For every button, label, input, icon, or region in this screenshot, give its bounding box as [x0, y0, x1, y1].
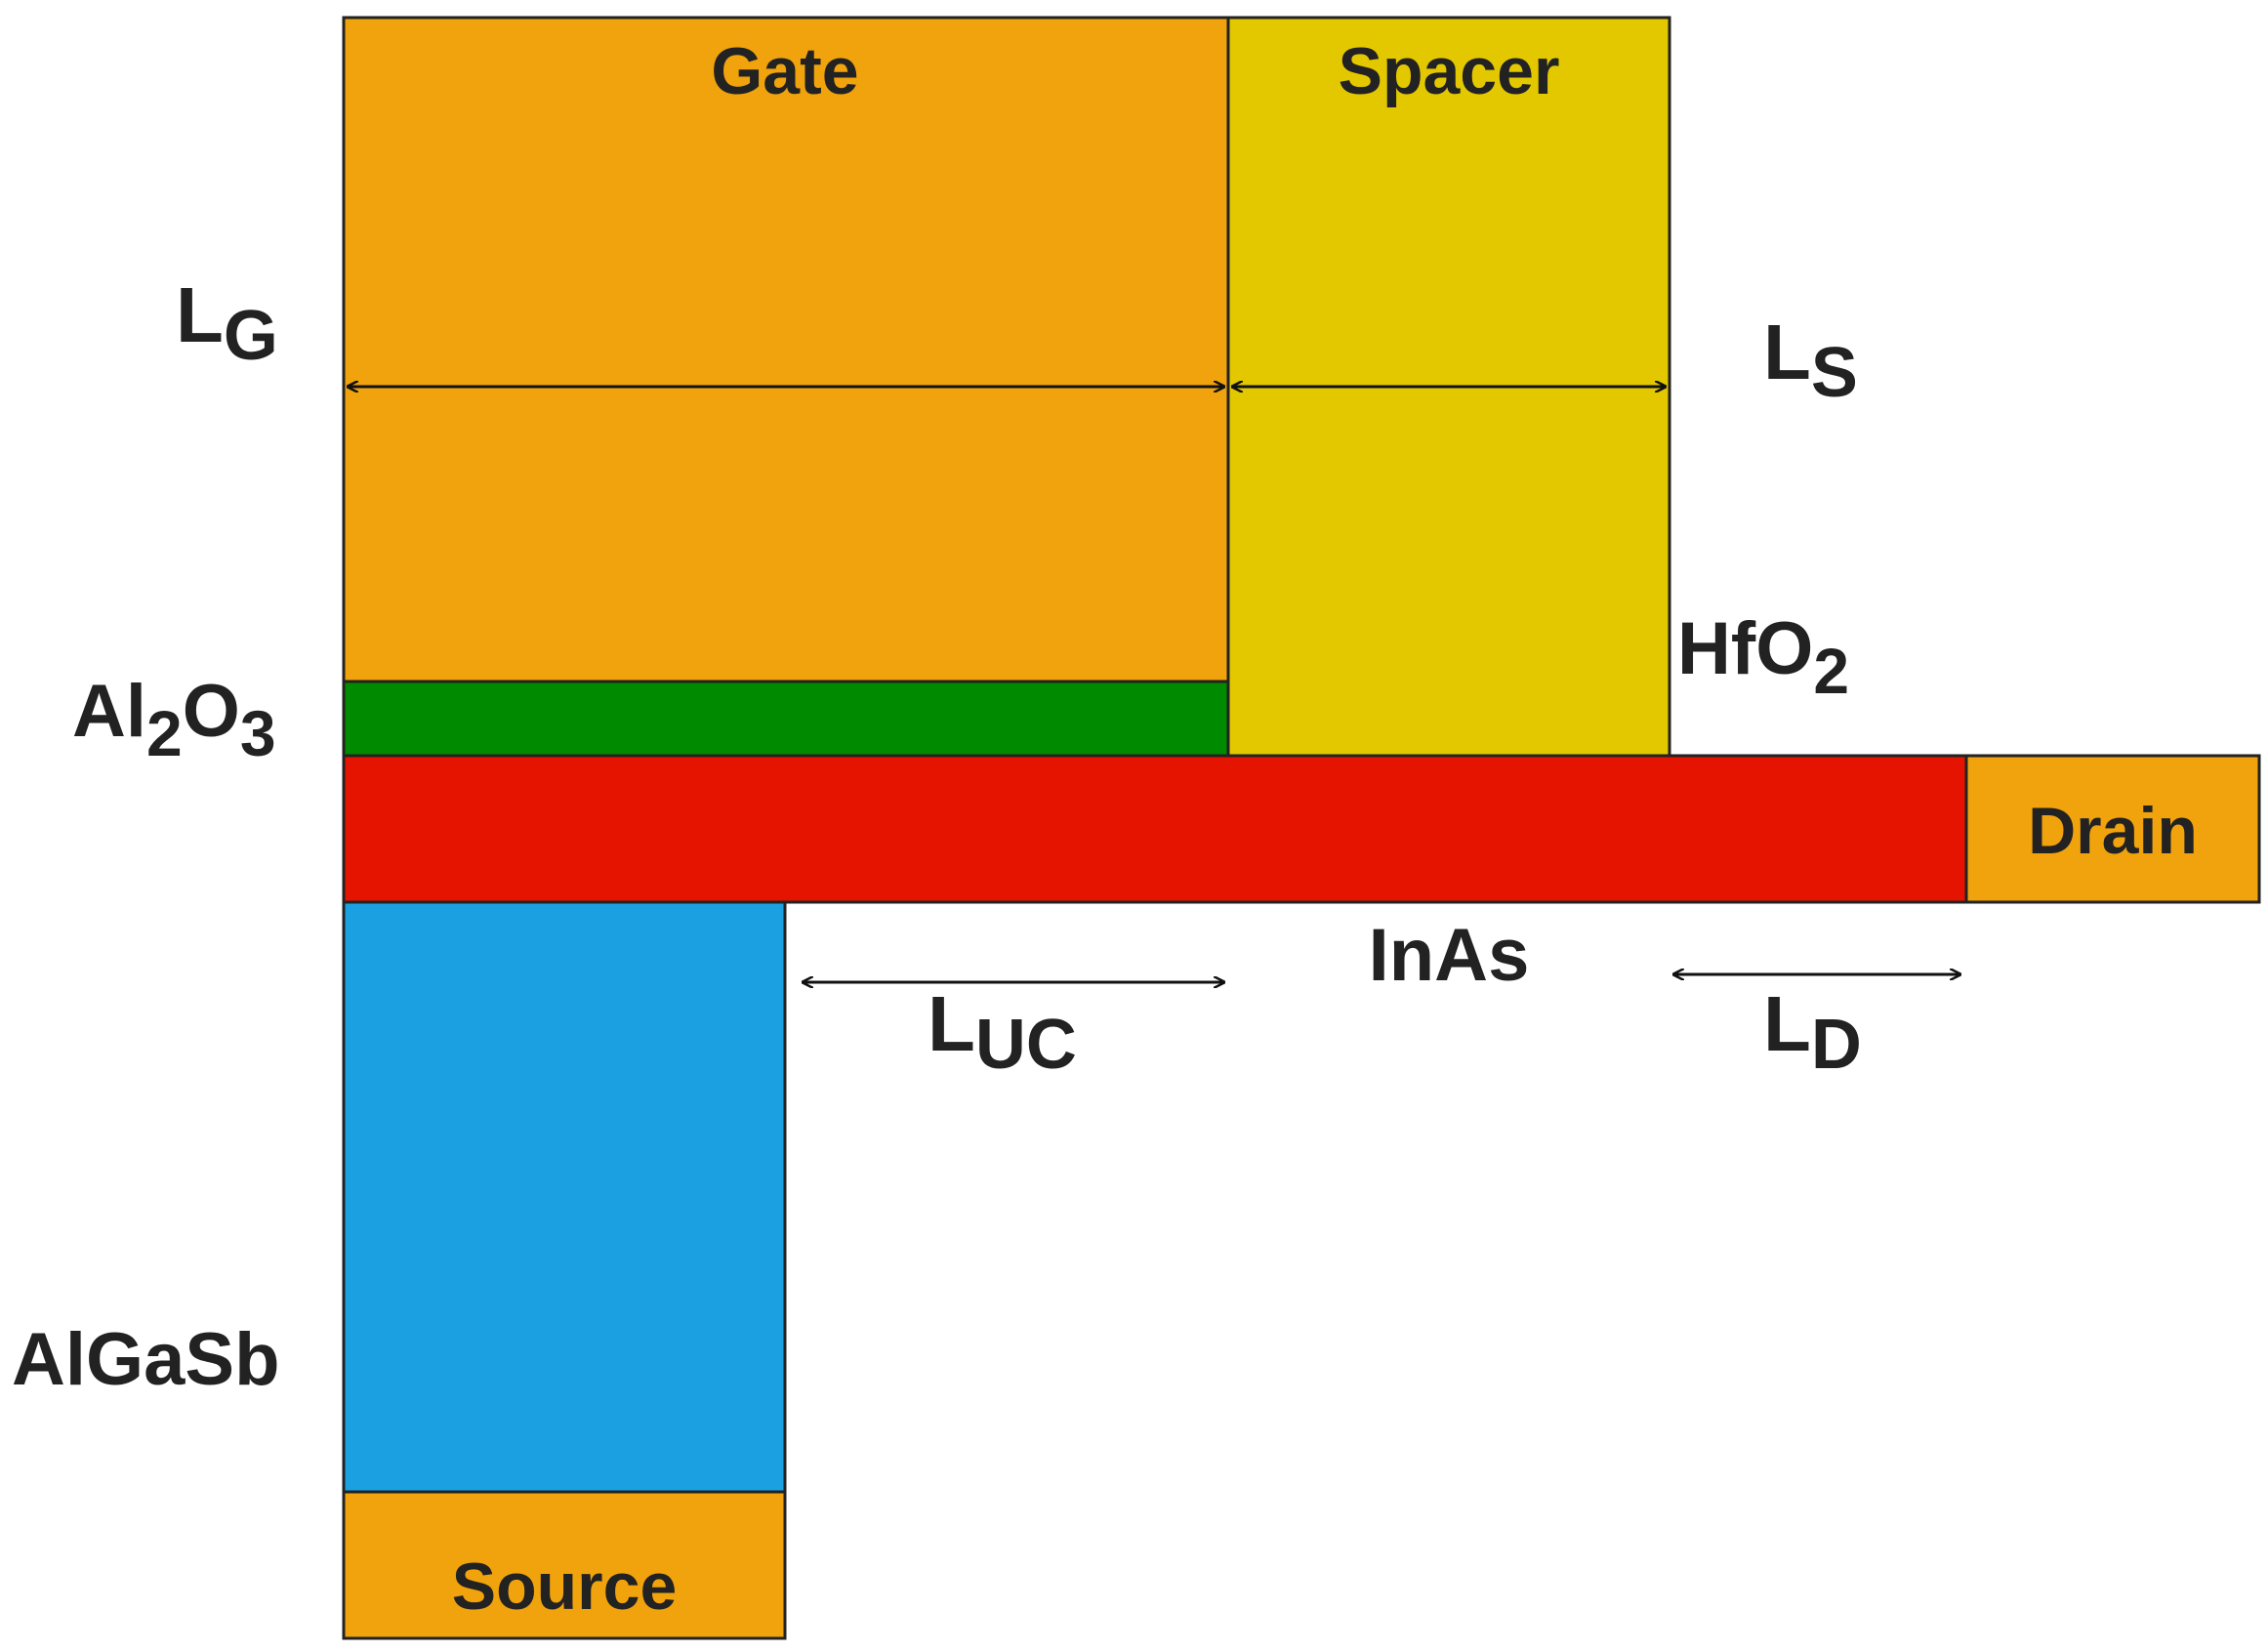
channel-material-label: InAs [1369, 914, 1530, 997]
gate-oxide-label: Al2O3 [72, 670, 276, 769]
source-label: Source [452, 1549, 678, 1624]
gate-label: Gate [711, 34, 858, 108]
spacer-length-label: LS [1763, 309, 1858, 412]
underlap-length-label: LUC [928, 980, 1077, 1084]
channel-layer [342, 754, 1968, 904]
drain-label: Drain [2028, 794, 2198, 868]
gate-oxide-layer [342, 680, 1230, 758]
source-material-region [342, 900, 787, 1494]
spacer-label: Spacer [1339, 34, 1560, 108]
gate-length-label: LG [176, 271, 278, 375]
drain-length-label: LD [1763, 980, 1862, 1084]
source-material-label: AlGaSb [12, 1318, 280, 1401]
source-region [342, 1490, 787, 1640]
spacer-oxide-label: HfO2 [1677, 607, 1849, 707]
gate-region [342, 16, 1230, 683]
drain-region [1964, 754, 2261, 904]
